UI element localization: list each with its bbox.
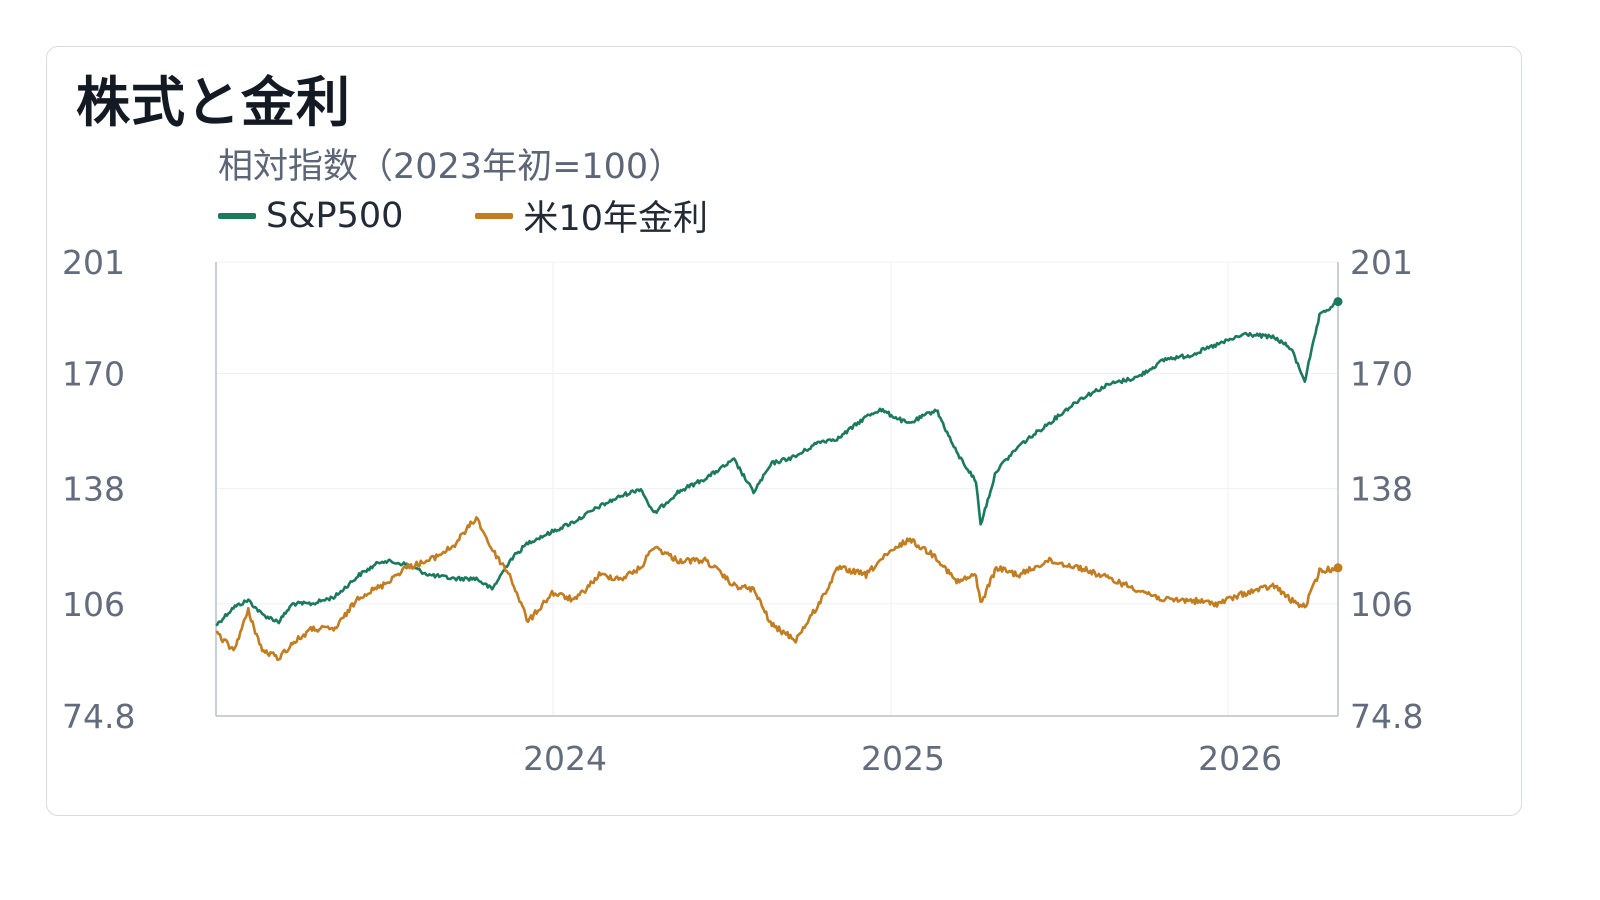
y-tick-label-right: 170 <box>1350 355 1413 394</box>
legend-item-10y-yield[interactable]: 米10年金利 <box>475 190 708 241</box>
x-tick-label: 2025 <box>861 739 945 778</box>
series-line-10y-yield <box>215 516 1340 661</box>
x-tick-label: 2024 <box>523 739 607 778</box>
legend-label-sp500: S&P500 <box>266 195 404 236</box>
legend-swatch-sp500 <box>218 212 256 219</box>
y-tick-label-right: 106 <box>1350 585 1413 624</box>
y-tick-label-right: 201 <box>1350 243 1413 282</box>
legend-swatch-10y-yield <box>475 212 514 219</box>
y-tick-label-left: 106 <box>62 585 125 624</box>
series-line-sp500 <box>215 300 1340 627</box>
series-endpoint-10y-yield <box>1333 563 1343 573</box>
series-endpoint-sp500 <box>1333 297 1343 307</box>
chart-title: 株式と金利 <box>76 71 351 134</box>
y-tick-label-left: 74.8 <box>62 697 135 736</box>
y-tick-label-left: 201 <box>62 243 125 282</box>
y-tick-label-right: 74.8 <box>1350 697 1423 736</box>
y-tick-label-left: 138 <box>62 470 125 509</box>
y-tick-label-left: 170 <box>62 355 125 394</box>
y-tick-label-right: 138 <box>1350 470 1413 509</box>
legend-label-10y-yield: 米10年金利 <box>523 199 708 239</box>
chart-card <box>46 46 1522 816</box>
chart-subtitle: 相対指数（2023年初=100） <box>218 147 684 187</box>
legend-item-sp500[interactable]: S&P500 <box>218 196 403 236</box>
x-tick-label: 2026 <box>1198 739 1282 778</box>
legend: S&P500 米10年金利 <box>218 190 780 241</box>
